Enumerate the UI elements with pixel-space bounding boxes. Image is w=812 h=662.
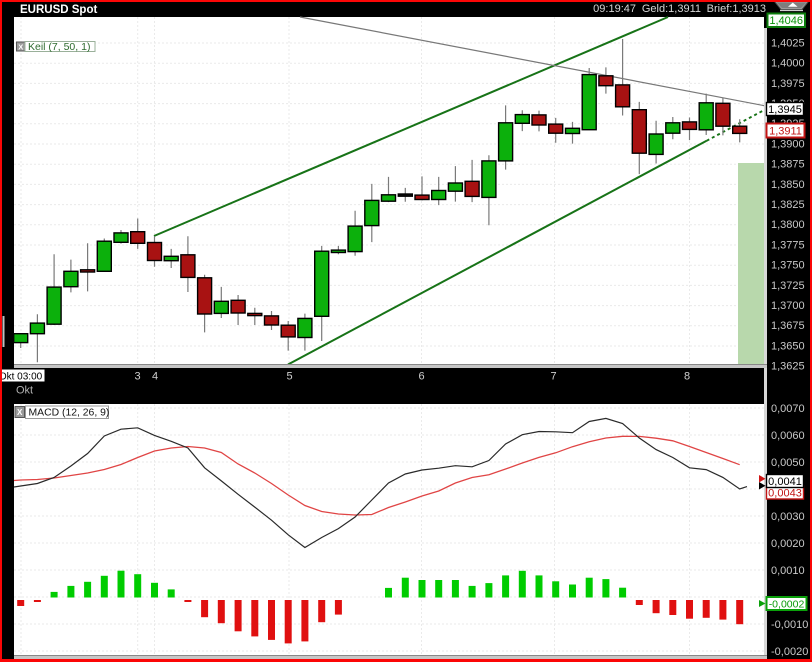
svg-text:X: X [17,408,23,417]
svg-text:0,0060: 0,0060 [771,430,805,442]
svg-text:Geld:1,3911: Geld:1,3911 [642,3,701,15]
svg-text:1,3900: 1,3900 [771,138,805,150]
svg-text:09:19:47: 09:19:47 [593,3,636,15]
svg-text:1,3875: 1,3875 [771,159,805,171]
svg-text:1,3945: 1,3945 [768,104,802,116]
svg-text:0,0050: 0,0050 [771,457,805,469]
svg-text:4: 4 [152,370,158,382]
svg-text:1,3911: 1,3911 [769,125,802,137]
svg-text:1,3650: 1,3650 [771,340,805,352]
svg-text:Brief:1,3913: Brief:1,3913 [707,3,766,15]
svg-text:-0,0010: -0,0010 [771,619,808,631]
svg-text:6: 6 [418,370,424,382]
svg-text:X: X [18,42,23,51]
svg-text:1,4000: 1,4000 [771,58,805,70]
svg-text:Keil (7, 50, 1): Keil (7, 50, 1) [28,41,90,53]
svg-text:8: 8 [684,370,690,382]
svg-text:1,3725: 1,3725 [771,280,805,292]
svg-text:1,4046: 1,4046 [769,15,803,27]
svg-text:1,3825: 1,3825 [771,199,805,211]
svg-text:1,3700: 1,3700 [771,300,805,312]
svg-text:1,3775: 1,3775 [771,239,805,251]
svg-text:0,0010: 0,0010 [771,565,805,577]
svg-text:0,0020: 0,0020 [771,538,805,550]
svg-text:1,3850: 1,3850 [771,179,805,191]
svg-text:1,3625: 1,3625 [771,361,805,373]
svg-text:MACD (12, 26, 9): MACD (12, 26, 9) [29,408,110,419]
svg-text:1,3800: 1,3800 [771,219,805,231]
svg-text:0,0043: 0,0043 [768,487,802,499]
svg-text:1,3750: 1,3750 [771,260,805,272]
svg-text:1,3675: 1,3675 [771,320,805,332]
svg-text:5: 5 [286,370,292,382]
svg-text:-0,0020: -0,0020 [771,646,808,658]
svg-text:EURUSD Spot: EURUSD Spot [20,4,97,16]
svg-text:Okt: Okt [16,385,33,397]
svg-text:0,0030: 0,0030 [771,511,805,523]
svg-text:0,0041: 0,0041 [768,476,802,488]
svg-text:7: 7 [550,370,556,382]
svg-text:0,0070: 0,0070 [771,403,805,415]
svg-text:-0,0002: -0,0002 [769,598,805,610]
svg-text:3: 3 [134,370,140,382]
svg-text:1,4025: 1,4025 [771,37,805,49]
svg-text:Okt 03:00: Okt 03:00 [0,371,43,382]
svg-text:1,3975: 1,3975 [771,78,805,90]
